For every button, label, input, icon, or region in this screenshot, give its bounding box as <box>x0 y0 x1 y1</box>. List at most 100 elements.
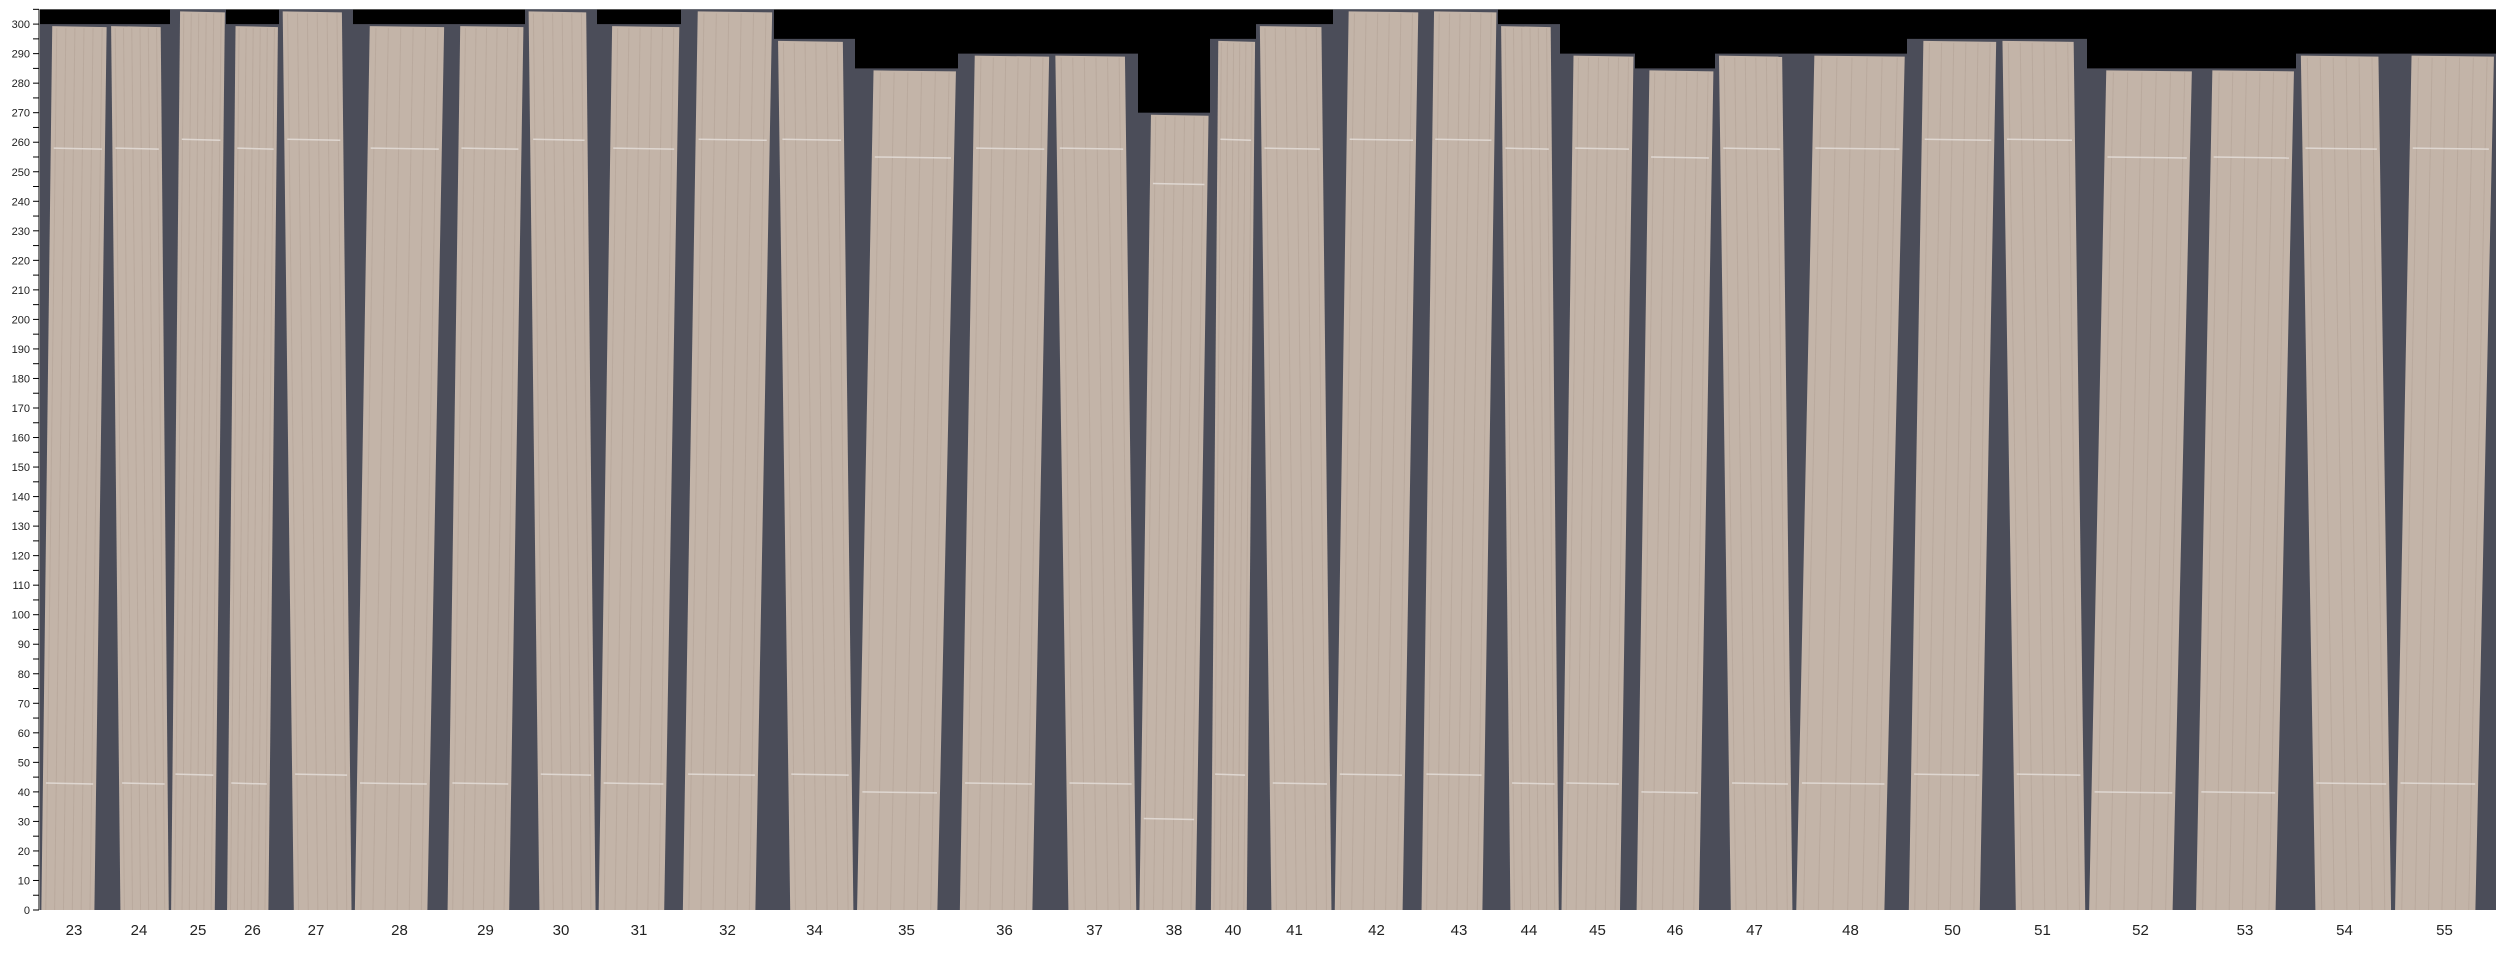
wood-grain <box>462 28 477 911</box>
marker-line <box>603 782 664 785</box>
panel-label: 43 <box>1451 922 1468 939</box>
marker-line <box>791 773 849 776</box>
y-axis-tick-label: 10 <box>18 875 30 887</box>
y-axis-tick-label: 210 <box>12 285 30 297</box>
wood-grain <box>989 57 1007 911</box>
wood-grain <box>1651 72 1666 911</box>
wood-strip-53 <box>2196 70 2294 910</box>
wood-grain <box>472 28 488 911</box>
wood-strip-50 <box>1908 40 1997 911</box>
marker-line <box>181 138 221 142</box>
wood-grain <box>1734 57 1747 911</box>
wood-grain <box>2345 57 2361 911</box>
panel-label: 28 <box>391 922 408 939</box>
marker-line <box>782 138 842 142</box>
wood-grain <box>1237 42 1247 911</box>
wood-grain <box>71 28 85 911</box>
y-axis-tick-label: 230 <box>12 226 30 238</box>
wood-grain <box>131 28 142 911</box>
y-axis-tick-label: 190 <box>12 344 30 356</box>
y-axis-tick-label: 20 <box>18 846 30 858</box>
marker-line <box>1914 773 1980 776</box>
wood-grain <box>965 57 982 911</box>
wood-grain <box>396 28 414 911</box>
wood-grain <box>625 28 641 911</box>
wood-grain <box>1107 57 1120 911</box>
wood-strip-37 <box>1055 55 1137 910</box>
wood-grain <box>493 28 509 911</box>
marker-line <box>1505 147 1549 150</box>
panel-label: 51 <box>2034 922 2051 939</box>
panel-label: 34 <box>806 922 823 939</box>
marker-line <box>1651 156 1709 159</box>
wood-grain <box>1001 57 1019 911</box>
marker-line <box>231 782 267 785</box>
y-axis-tick-label: 200 <box>12 314 30 326</box>
wood-grain <box>1426 13 1440 911</box>
marker-line <box>1732 782 1788 785</box>
marker-line <box>1641 791 1699 794</box>
wood-grain <box>903 72 923 911</box>
y-axis-tick-label: 30 <box>18 816 30 828</box>
y-axis-tick-label: 300 <box>12 19 30 31</box>
wood-grain <box>1585 57 1599 911</box>
wood-grain <box>2319 57 2335 911</box>
wood-grain <box>1118 57 1132 911</box>
wood-grain <box>1575 57 1589 911</box>
wood-grain <box>1295 28 1307 911</box>
panel-label: 38 <box>1166 922 1183 939</box>
wood-strip-52 <box>2089 70 2192 910</box>
wood-grain <box>1264 28 1277 911</box>
marker-line <box>1272 782 1328 785</box>
wood-grain <box>1385 13 1402 911</box>
wood-grain <box>2241 72 2261 911</box>
panel-label: 24 <box>131 922 148 939</box>
marker-line <box>122 782 165 785</box>
wood-grain <box>174 13 185 911</box>
marker-line <box>1435 138 1492 142</box>
wood-grain <box>1565 57 1579 911</box>
wood-grain <box>1362 13 1379 911</box>
marker-line <box>359 782 427 785</box>
wood-grain <box>1723 57 1737 911</box>
panel-label: 45 <box>1589 922 1606 939</box>
y-axis-tick-label: 130 <box>12 521 30 533</box>
wood-grain <box>372 28 389 911</box>
wood-grain <box>2414 57 2433 911</box>
panel-label: 30 <box>553 922 570 939</box>
wood-grain <box>203 13 215 911</box>
y-axis-tick-label: 290 <box>12 49 30 61</box>
wood-grain <box>793 42 807 911</box>
wood-grain <box>196 13 207 911</box>
marker-line <box>2316 782 2387 785</box>
marker-line <box>688 773 755 776</box>
marker-line <box>2016 773 2081 776</box>
y-axis-tick-label: 260 <box>12 137 30 149</box>
wood-strip-28 <box>354 26 445 911</box>
panel-label: 26 <box>244 922 261 939</box>
marker-line <box>874 156 951 159</box>
panel-label: 29 <box>477 922 494 939</box>
wood-grain <box>45 28 58 911</box>
wood-grain <box>977 57 994 911</box>
marker-line <box>115 147 159 150</box>
panel-label: 53 <box>2237 922 2254 939</box>
wood-strip-36 <box>959 55 1050 910</box>
wood-grain <box>2151 72 2171 911</box>
wood-grain <box>181 13 192 911</box>
wood-grain <box>1961 42 1979 911</box>
wood-strip-45 <box>1561 55 1634 910</box>
marker-line <box>1349 138 1414 142</box>
panel-label: 25 <box>190 922 207 939</box>
marker-line <box>1220 138 1252 142</box>
y-axis-tick-label: 280 <box>12 78 30 90</box>
wood-grain <box>552 13 564 911</box>
wood-grain <box>1914 42 1930 911</box>
wood-strip-44 <box>1501 26 1559 911</box>
wood-grain <box>1765 57 1778 911</box>
wood-strip-38 <box>1139 114 1209 910</box>
wood-grain <box>1662 72 1677 911</box>
marker-line <box>295 773 348 776</box>
marker-line <box>370 147 439 150</box>
